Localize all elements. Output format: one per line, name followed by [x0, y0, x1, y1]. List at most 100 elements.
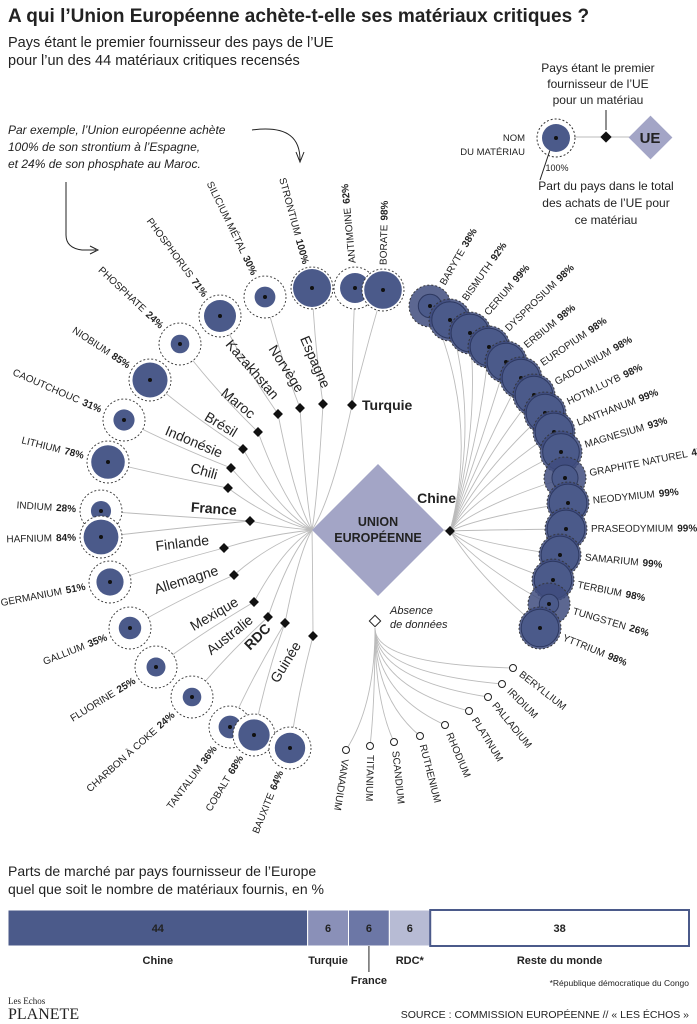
- material-dot: [558, 553, 562, 557]
- bar-value-label: 44: [152, 923, 165, 935]
- no-data-material: PLATINUM: [469, 716, 505, 764]
- material-share: 36%: [199, 744, 220, 767]
- material-share: 99%: [637, 387, 660, 405]
- material-share: 78%: [63, 446, 85, 462]
- material-label: ANTIMOINE 62%: [340, 183, 358, 263]
- material-name: LITHIUM: [20, 435, 61, 455]
- material-share: 98%: [379, 200, 390, 220]
- bar-title: Parts de marché par pays fournisseur de …: [8, 863, 316, 879]
- connector: [249, 520, 313, 531]
- center-label: EUROPÉENNE: [334, 530, 422, 545]
- material-name: SAMARIUM: [584, 552, 639, 568]
- legend-text: fournisseur de l’UE: [547, 77, 648, 91]
- material-label: GERMANIUM 51%: [0, 581, 87, 608]
- material-label: YTTRIUM98%: [561, 632, 629, 668]
- bar-category-label: Reste du monde: [517, 955, 603, 967]
- connector: [257, 431, 313, 531]
- country-label: Chili: [189, 460, 220, 483]
- note-arrow: [65, 182, 96, 251]
- material-share: 98%: [611, 334, 634, 354]
- material-label: GRAPHITE NATUREL 47%: [589, 444, 697, 479]
- material-dot: [566, 501, 570, 505]
- bar-segment: [348, 909, 390, 947]
- material-name: BORATE: [378, 224, 390, 265]
- material-dot: [190, 695, 194, 699]
- legend-text: pour un matériau: [553, 93, 644, 107]
- material-name: TUNGSTEN: [571, 606, 627, 632]
- connector: [449, 361, 507, 532]
- bar-category-label: Turquie: [308, 955, 348, 967]
- connector: [311, 403, 324, 531]
- legend-ring: [536, 118, 576, 158]
- no-data-material: RUTHENIUM: [417, 743, 443, 804]
- material-share: 93%: [646, 415, 668, 431]
- no-data-circle: [465, 707, 473, 715]
- country-label: Finlande: [155, 532, 210, 554]
- material-name: TERBIUM: [576, 580, 622, 600]
- footnote: *République démocratique du Congo: [550, 978, 690, 988]
- country-label: France: [190, 499, 237, 518]
- material-share: 31%: [80, 397, 103, 415]
- material-name: CHARBON À COKE: [83, 724, 159, 794]
- material-share: 25%: [115, 676, 138, 696]
- connector: [449, 394, 535, 532]
- material-share: 99%: [642, 558, 663, 571]
- material-label: STRONTIUM100%: [277, 177, 311, 266]
- no-data-diamond: [368, 614, 382, 628]
- material-label: PRASEODYMIUM 99%: [591, 523, 697, 534]
- no-data-circle: [366, 742, 374, 750]
- material-share: 30%: [240, 254, 259, 277]
- material-dot: [563, 476, 567, 480]
- material-name: COBALT: [204, 774, 234, 813]
- material-name: NIOBIUM: [70, 325, 112, 358]
- country-label: Turquie: [362, 397, 413, 413]
- material-dot: [288, 746, 292, 750]
- country-diamond: [249, 597, 259, 607]
- material-name: HAFNIUM: [6, 533, 52, 545]
- no-data-circle: [484, 693, 492, 701]
- country-diamond: [238, 444, 248, 454]
- material-label: NIOBIUM85%: [70, 325, 132, 371]
- legend-diamond: [600, 131, 612, 143]
- material-label: CHARBON À COKE24%: [83, 708, 177, 794]
- material-share: 38%: [460, 226, 480, 249]
- material-name: CAOUTCHOUC: [11, 367, 81, 406]
- material-dot: [381, 288, 385, 292]
- material-share: 98%: [555, 302, 578, 323]
- country-diamond: [226, 463, 236, 473]
- material-label: BAUXITE64%: [251, 769, 286, 835]
- material-dot: [122, 418, 126, 422]
- legend-ue-diamond: [628, 115, 673, 160]
- material-dot: [564, 527, 568, 531]
- connector: [299, 407, 313, 531]
- material-share: 28%: [56, 503, 77, 515]
- material-share: 64%: [268, 769, 286, 792]
- material-dot: [99, 535, 103, 539]
- material-dot: [263, 295, 267, 299]
- material-name: BARYTE: [438, 247, 468, 287]
- material-share: 99%: [511, 262, 532, 284]
- country-diamond: [280, 618, 290, 628]
- material-share: 35%: [86, 632, 109, 650]
- legend-ue-label: UE: [640, 130, 661, 147]
- country-diamond: [445, 526, 455, 536]
- legend-text: DU MATÉRIAU: [460, 147, 525, 158]
- material-name: GERMANIUM: [0, 586, 63, 609]
- material-share: 71%: [189, 277, 210, 300]
- connector: [277, 413, 313, 531]
- material-dot: [178, 342, 182, 346]
- material-share: 98%: [622, 362, 645, 381]
- connector: [242, 448, 313, 531]
- material-name: LANTHANUM: [575, 396, 637, 429]
- no-data-circle: [509, 664, 517, 672]
- material-dot: [551, 578, 555, 582]
- material-name: TANTALUM: [165, 763, 205, 812]
- material-share: 99%: [677, 523, 697, 534]
- material-dot: [154, 665, 158, 669]
- material-dot: [353, 286, 357, 290]
- connector: [449, 431, 555, 532]
- material-name: INDIUM: [16, 500, 52, 513]
- material-dot: [559, 450, 563, 454]
- material-name: PHOSPHATE: [96, 265, 148, 315]
- bar-segment: [7, 909, 309, 947]
